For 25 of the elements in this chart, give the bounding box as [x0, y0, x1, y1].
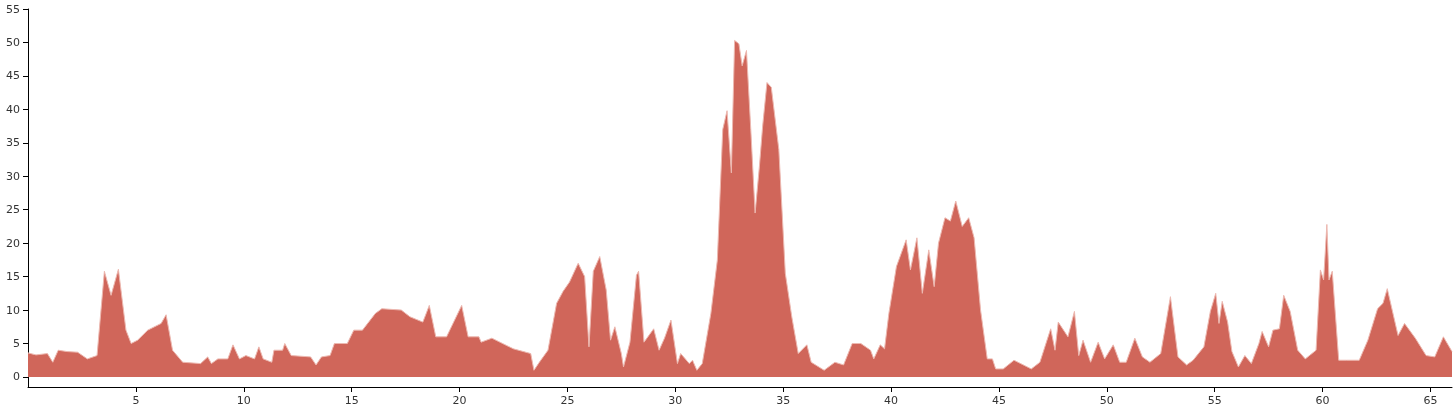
y-tick-label: 0	[13, 370, 20, 384]
y-tick-label: 15	[6, 270, 20, 284]
x-tick-label: 65	[1423, 394, 1438, 407]
x-tick-label: 60	[1315, 394, 1330, 407]
x-tick-label: 55	[1207, 394, 1222, 407]
y-tick-label: 5	[13, 337, 20, 351]
x-tick-label: 10	[236, 394, 251, 407]
x-tick-label: 40	[884, 394, 899, 407]
x-tick-label: 50	[1099, 394, 1114, 407]
x-tick-label: 15	[344, 394, 359, 407]
x-tick-label: 35	[776, 394, 791, 407]
y-tick-label: 20	[6, 236, 20, 250]
y-tick-label: 45	[6, 69, 20, 83]
y-tick-label: 40	[6, 102, 20, 116]
y-tick-label: 10	[6, 303, 20, 317]
x-tick-label: 25	[560, 394, 575, 407]
x-tick-label: 30	[668, 394, 683, 407]
y-tick-label: 35	[6, 136, 20, 150]
y-tick-label: 50	[6, 35, 20, 49]
y-tick-label: 25	[6, 203, 20, 217]
y-tick-label: 30	[6, 169, 20, 183]
x-tick-label: 20	[452, 394, 467, 407]
y-tick-label: 55	[6, 2, 20, 16]
x-tick-label: 45	[991, 394, 1006, 407]
x-tick-label: 5	[132, 394, 140, 407]
